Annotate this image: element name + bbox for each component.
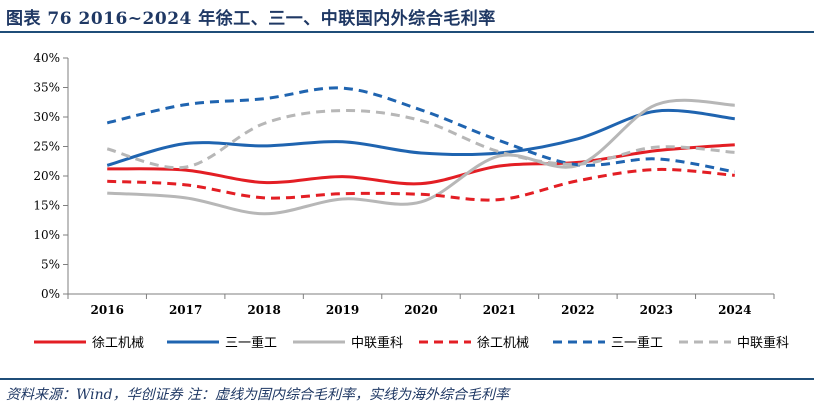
series-line-solid-1 xyxy=(106,108,735,167)
series-line-solid-2 xyxy=(107,98,735,216)
y-tick-label: 30% xyxy=(33,110,60,124)
series-line-dashed-4 xyxy=(106,86,736,174)
x-tick-label: 2017 xyxy=(169,303,202,317)
x-tick-label: 2016 xyxy=(91,303,124,317)
title-divider xyxy=(0,31,814,33)
series-line-solid-0 xyxy=(107,143,735,186)
y-tick-label: 35% xyxy=(33,81,60,95)
x-tick-label: 2021 xyxy=(483,303,516,317)
legend-label: 中联重科 xyxy=(737,335,789,351)
x-tick-label: 2024 xyxy=(718,303,751,317)
series-line-dashed-5 xyxy=(106,108,735,170)
y-axis: 0% 5% 10% 15% 20% 25% 30% 35% 40% xyxy=(33,51,69,301)
line-chart: 0%5%10%15%20%25%30%35%40% 2016 2017 2018 20… xyxy=(33,51,789,351)
legend: 徐工机械 三一重工 中联重科 徐工机械 三一重工 中联重科 xyxy=(34,335,789,351)
x-tick-label: 2023 xyxy=(640,303,673,317)
legend-label: 三一重工 xyxy=(225,335,277,351)
legend-label: 徐工机械 xyxy=(92,336,144,351)
x-tick-label: 2019 xyxy=(326,303,359,317)
x-tick-label: 2018 xyxy=(247,303,280,317)
y-tick-label: 25% xyxy=(33,140,60,154)
legend-label: 三一重工 xyxy=(611,335,663,351)
source-divider xyxy=(0,378,814,380)
y-tick-label: 40% xyxy=(33,51,60,65)
source-note: 资料来源：Wind，华创证券 注：虚线为国内综合毛利率，实线为海外综合毛利率 xyxy=(6,387,510,403)
x-tick-label: 2022 xyxy=(561,303,594,317)
series-line-dashed-3 xyxy=(107,167,735,202)
x-axis: 2016 2017 2018 2019 2020 2021 2022 2023 2024 xyxy=(67,293,775,317)
y-tick-label: 0% xyxy=(41,287,60,301)
y-tick-label: 10% xyxy=(33,228,60,242)
y-tick-label: 15% xyxy=(33,199,60,213)
legend-label: 中联重科 xyxy=(351,335,403,351)
figure-title: 图表 76 2016~2024 年徐工、三一、中联国内外综合毛利率 xyxy=(6,9,496,29)
y-tick-label: 5% xyxy=(41,258,60,272)
y-tick-label: 20% xyxy=(33,169,60,183)
series-layer xyxy=(106,86,736,216)
x-tick-label: 2020 xyxy=(404,303,437,317)
legend-label: 徐工机械 xyxy=(477,336,529,351)
